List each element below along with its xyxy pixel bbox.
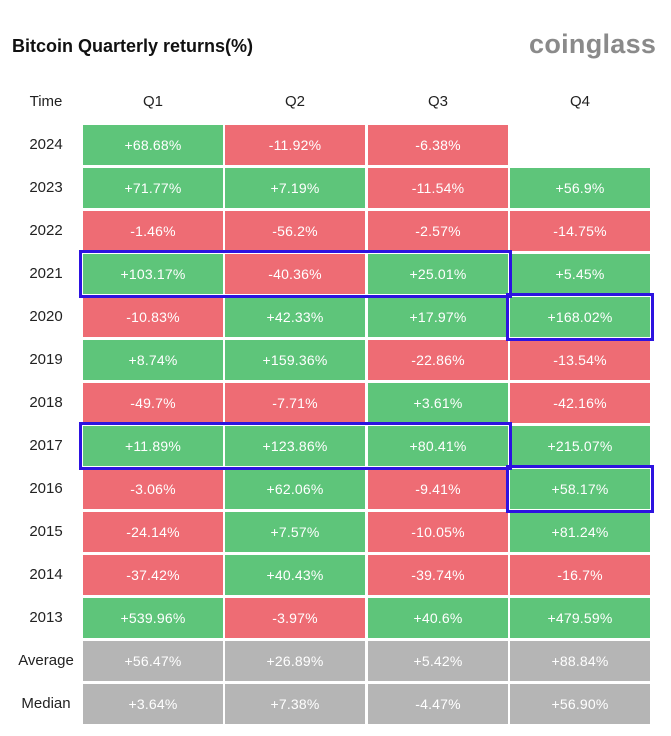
cell-2020-q3: +17.97% (368, 297, 508, 337)
row-label-2021: 2021 (29, 265, 63, 282)
cell-2017-q1: +11.89% (83, 426, 223, 466)
cell-median-q2: +7.38% (225, 684, 365, 724)
cell-2015-q3: -10.05% (368, 512, 508, 552)
cell-2020-q1: -10.83% (83, 297, 223, 337)
cell-2015-q2: +7.57% (225, 512, 365, 552)
cell-2019-q3: -22.86% (368, 340, 508, 380)
row-label-average: Average (18, 652, 74, 669)
cell-2018-q3: +3.61% (368, 383, 508, 423)
row-label-2020: 2020 (29, 308, 63, 325)
cell-average-q1: +56.47% (83, 641, 223, 681)
row-label-2023: 2023 (29, 179, 63, 196)
row-label-2018: 2018 (29, 394, 63, 411)
cell-2018-q1: -49.7% (83, 383, 223, 423)
coinglass-logo: coinglass (529, 29, 657, 59)
row-label-median: Median (21, 695, 71, 712)
cell-2016-q4: +58.17% (510, 469, 650, 509)
cell-2021-q4: +5.45% (510, 254, 650, 294)
cell-2013-q1: +539.96% (83, 598, 223, 638)
chart-title: Bitcoin Quarterly returns(%) (12, 36, 254, 56)
row-label-2016: 2016 (29, 480, 63, 497)
cell-2013-q2: -3.97% (225, 598, 365, 638)
cell-2019-q2: +159.36% (225, 340, 365, 380)
cell-2021-q2: -40.36% (225, 254, 365, 294)
cell-2024-q3: -6.38% (368, 125, 508, 165)
cell-2014-q3: -39.74% (368, 555, 508, 595)
cell-2023-q1: +71.77% (83, 168, 223, 208)
cell-2014-q4: -16.7% (510, 555, 650, 595)
cell-2017-q2: +123.86% (225, 426, 365, 466)
cell-2022-q3: -2.57% (368, 211, 508, 251)
cell-2016-q3: -9.41% (368, 469, 508, 509)
column-header-q2: Q2 (284, 93, 305, 110)
cell-2020-q4: +168.02% (510, 297, 650, 337)
cell-2019-q1: +8.74% (83, 340, 223, 380)
cell-average-q2: +26.89% (225, 641, 365, 681)
cell-median-q3: -4.47% (368, 684, 508, 724)
cell-2016-q2: +62.06% (225, 469, 365, 509)
row-label-2014: 2014 (29, 566, 63, 583)
cell-2023-q2: +7.19% (225, 168, 365, 208)
row-label-2017: 2017 (29, 437, 63, 454)
cell-2013-q3: +40.6% (368, 598, 508, 638)
column-header-time: Time (29, 93, 63, 110)
row-label-2024: 2024 (29, 136, 63, 153)
cell-2016-q1: -3.06% (83, 469, 223, 509)
row-label-2013: 2013 (29, 609, 63, 626)
cell-2023-q3: -11.54% (368, 168, 508, 208)
cell-2021-q3: +25.01% (368, 254, 508, 294)
cell-2022-q4: -14.75% (510, 211, 650, 251)
cell-2013-q4: +479.59% (510, 598, 650, 638)
cell-average-q4: +88.84% (510, 641, 650, 681)
cell-2018-q2: -7.71% (225, 383, 365, 423)
cell-2020-q2: +42.33% (225, 297, 365, 337)
cell-2022-q1: -1.46% (83, 211, 223, 251)
row-label-2019: 2019 (29, 351, 63, 368)
cell-median-q1: +3.64% (83, 684, 223, 724)
column-header-q3: Q3 (427, 93, 448, 110)
cell-2017-q3: +80.41% (368, 426, 508, 466)
cell-2015-q4: +81.24% (510, 512, 650, 552)
cell-2014-q2: +40.43% (225, 555, 365, 595)
cell-2021-q1: +103.17% (83, 254, 223, 294)
column-header-q1: Q1 (142, 93, 163, 110)
cell-2018-q4: -42.16% (510, 383, 650, 423)
cell-2015-q1: -24.14% (83, 512, 223, 552)
cell-2024-q2: -11.92% (225, 125, 365, 165)
cell-2022-q2: -56.2% (225, 211, 365, 251)
cell-2019-q4: -13.54% (510, 340, 650, 380)
row-label-2022: 2022 (29, 222, 63, 239)
column-header-q4: Q4 (569, 93, 590, 110)
row-label-2015: 2015 (29, 523, 63, 540)
cell-median-q4: +56.90% (510, 684, 650, 724)
cell-2024-q1: +68.68% (83, 125, 223, 165)
cell-2017-q4: +215.07% (510, 426, 650, 466)
cell-2023-q4: +56.9% (510, 168, 650, 208)
cell-2014-q1: -37.42% (83, 555, 223, 595)
cell-average-q3: +5.42% (368, 641, 508, 681)
